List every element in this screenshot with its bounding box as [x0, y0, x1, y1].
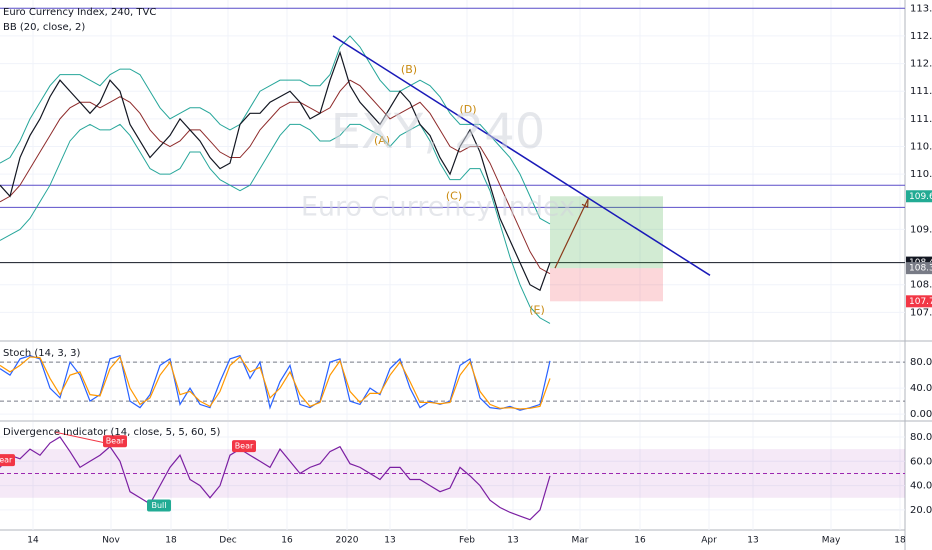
- y-tick-label: 40.00: [910, 383, 932, 394]
- wave-label: (B): [401, 63, 417, 76]
- x-tick-label: Nov: [102, 536, 120, 546]
- y-tick-label: 109.0: [910, 224, 932, 235]
- y-tick-label: 110.5: [910, 142, 932, 153]
- price-badge: [906, 262, 932, 275]
- y-tick-label: 112.0: [910, 59, 932, 70]
- indicator-title: BB (20, close, 2): [3, 22, 85, 33]
- y-tick-label: 113.0: [910, 3, 932, 14]
- x-tick-label: May: [822, 536, 841, 546]
- series-line: [0, 50, 551, 292]
- price-badge: [906, 190, 932, 203]
- stop-zone: [550, 268, 663, 302]
- y-tick-label: 110.0: [910, 169, 932, 180]
- x-tick-label: 13: [507, 536, 518, 546]
- wave-label: (A): [374, 134, 390, 147]
- series-line: [0, 35, 551, 225]
- y-tick-label: 80.00: [910, 357, 932, 368]
- x-tick-label: 18: [894, 536, 906, 546]
- price-badge: [906, 295, 932, 308]
- trend-line: [332, 35, 711, 276]
- x-tick-label: Mar: [572, 536, 589, 546]
- signal-label: Bull: [151, 501, 166, 510]
- price-badge-label: 107.7: [909, 297, 932, 307]
- y-tick-label: 111.5: [910, 86, 932, 97]
- chart-title: Euro Currency Index, 240, TVC: [3, 7, 156, 18]
- x-tick-label: 16: [634, 536, 646, 546]
- signal-badge: [103, 435, 127, 448]
- x-tick-label: 2020: [336, 536, 359, 546]
- series-line: [0, 123, 551, 324]
- indicator-title: Divergence Indicator (14, close, 5, 5, 6…: [3, 427, 221, 438]
- signal-badge: [0, 454, 15, 467]
- watermark: EXY, 240: [331, 104, 546, 160]
- x-tick-label: 14: [27, 536, 39, 546]
- arrow-line: [554, 198, 589, 269]
- series-line: [0, 355, 551, 410]
- y-tick-label: 111.0: [910, 114, 932, 125]
- x-tick-label: Dec: [219, 536, 236, 546]
- wave-label: (D): [459, 103, 476, 116]
- wave-label: (E): [529, 304, 545, 317]
- y-tick-label: 0.00: [910, 409, 932, 420]
- y-tick-label: 112.5: [910, 31, 932, 42]
- signal-badge: [232, 440, 256, 453]
- target-zone: [550, 196, 663, 269]
- y-tick-label: 60.00: [910, 456, 932, 467]
- signal-badge: [147, 499, 171, 512]
- arrow-head: [581, 198, 589, 208]
- y-tick-label: 107.5: [910, 307, 932, 318]
- y-tick-label: 108.0: [910, 280, 932, 291]
- x-tick-label: Feb: [459, 536, 475, 546]
- x-tick-label: Apr: [701, 536, 717, 546]
- wave-label: (C): [446, 189, 462, 202]
- x-tick-label: 16: [281, 536, 293, 546]
- price-badge-label: 109.6: [909, 192, 932, 202]
- series-line: [0, 436, 551, 521]
- signal-label: Bear: [0, 456, 13, 465]
- signal-label: Bear: [235, 442, 254, 451]
- price-badge-label: 108.3: [909, 264, 932, 274]
- x-tick-label: 18: [165, 536, 177, 546]
- watermark: Euro Currency Index: [301, 192, 575, 223]
- y-tick-label: 20.00: [910, 505, 932, 516]
- y-tick-label: 40.00: [910, 481, 932, 492]
- signal-label: Bear: [106, 437, 125, 446]
- x-tick-label: 13: [747, 536, 758, 546]
- series-line: [0, 354, 551, 411]
- indicator-title: Stoch (14, 3, 3): [3, 348, 80, 359]
- y-tick-label: 80.00: [910, 432, 932, 443]
- x-tick-label: 13: [384, 536, 395, 546]
